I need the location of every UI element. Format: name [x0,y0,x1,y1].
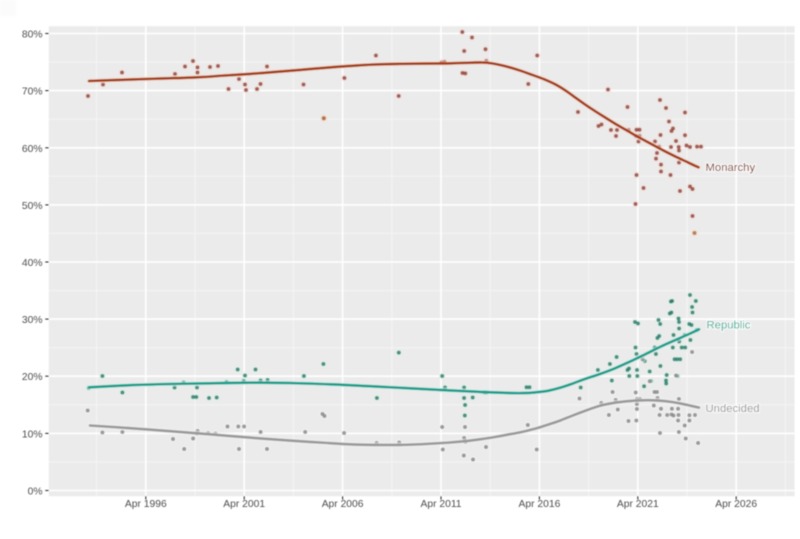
svg-text:Apr 2026: Apr 2026 [715,499,757,510]
svg-text:Republic: Republic [707,320,751,332]
svg-text:Apr 2006: Apr 2006 [322,499,364,510]
svg-text:Apr 2016: Apr 2016 [519,499,561,510]
svg-text:50%: 50% [22,201,43,212]
svg-text:Undecided: Undecided [706,403,760,415]
svg-text:30%: 30% [22,315,43,326]
svg-text:Republic: Republic [707,320,751,332]
svg-text:Apr 2001: Apr 2001 [223,499,265,510]
svg-text:10%: 10% [22,429,43,440]
svg-text:40%: 40% [22,258,43,269]
svg-text:80%: 80% [22,30,43,41]
svg-text:Monarchy: Monarchy [706,162,756,174]
svg-text:60%: 60% [22,144,43,155]
svg-text:Apr 2021: Apr 2021 [617,499,659,510]
svg-text:70%: 70% [22,87,43,98]
svg-text:Monarchy: Monarchy [706,162,756,174]
svg-text:20%: 20% [22,372,43,383]
svg-text:0%: 0% [28,487,43,498]
svg-text:Apr 2011: Apr 2011 [420,499,461,510]
svg-text:Undecided: Undecided [706,403,760,415]
svg-text:Apr 1996: Apr 1996 [125,499,167,510]
